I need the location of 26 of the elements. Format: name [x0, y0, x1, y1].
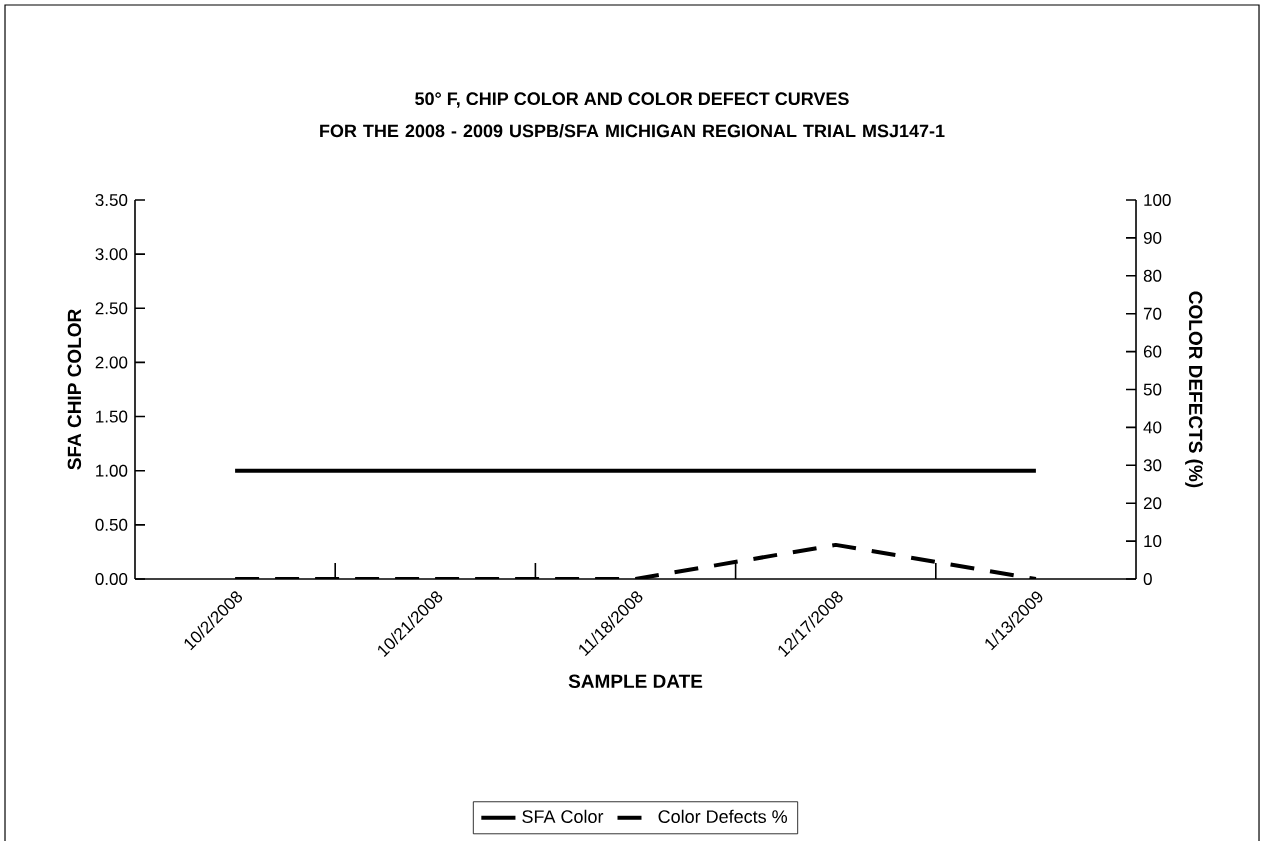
y2-tick-label: 0: [1143, 572, 1152, 586]
y2-tick-label: 60: [1143, 345, 1162, 358]
y-axis-title: SFA CHIP COLOR: [67, 309, 82, 470]
y2-tick-label: 90: [1143, 231, 1162, 244]
y2-tick-label: 80: [1143, 269, 1162, 282]
x-axis-title: SAMPLE DATE: [568, 674, 703, 688]
y2-tick-label: 10: [1144, 535, 1162, 548]
legend-label: SFA Color: [522, 809, 604, 823]
y2-tick-label: 20: [1143, 497, 1162, 510]
chart-subtitle: FOR THE 2008 - 2009 USPB/SFA MICHIGAN REGIONAL TRIAL MSJ147-1: [320, 124, 945, 138]
y2-axis-title: COLOR DEFECTS (%): [1185, 291, 1203, 488]
y-tick-label: 0.50: [95, 518, 128, 531]
y2-tick-label: 30: [1143, 459, 1162, 472]
y-tick-label: 3.50: [95, 193, 128, 207]
legend-label: Color Defects %: [658, 809, 788, 823]
y2-tick-label: 40: [1143, 421, 1162, 434]
y-tick-label: 1.00: [96, 464, 128, 477]
y2-tick-label: 50: [1143, 383, 1162, 396]
y-tick-label: 1.50: [96, 410, 128, 423]
y-tick-label: 2.00: [95, 356, 128, 369]
y2-tick-label: 70: [1143, 307, 1162, 320]
y-tick-label: 3.00: [95, 248, 128, 261]
y-tick-label: 2.50: [95, 302, 128, 315]
chart-title: 50° F, CHIP COLOR AND COLOR DEFECT CURVES: [415, 92, 849, 108]
y-tick-label: 0.00: [95, 572, 128, 586]
y2-tick-label: 100: [1144, 193, 1171, 207]
